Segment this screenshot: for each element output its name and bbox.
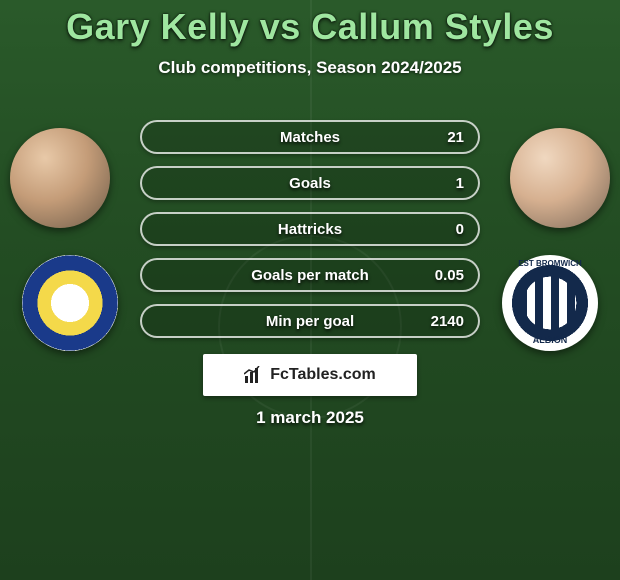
stat-label: Goals (142, 175, 478, 192)
club-badge-right: EST BROMWICH ALBION (502, 255, 598, 351)
stat-label: Min per goal (142, 313, 478, 330)
stat-value: 21 (447, 129, 464, 146)
stat-row-goals-per-match: Goals per match 0.05 (140, 258, 480, 292)
stat-row-min-per-goal: Min per goal 2140 (140, 304, 480, 338)
page-title: Gary Kelly vs Callum Styles (0, 0, 620, 48)
stat-label: Matches (142, 129, 478, 146)
branding-box: FcTables.com (203, 354, 417, 396)
stats-column: Matches 21 Goals 1 Hattricks 0 Goals per… (140, 120, 480, 350)
stat-row-matches: Matches 21 (140, 120, 480, 154)
date-label: 1 march 2025 (0, 408, 620, 428)
stat-label: Goals per match (142, 267, 478, 284)
bar-chart-icon (244, 366, 264, 384)
stat-row-hattricks: Hattricks 0 (140, 212, 480, 246)
stat-label: Hattricks (142, 221, 478, 238)
player-right-avatar (510, 128, 610, 228)
stat-value: 0.05 (435, 267, 464, 284)
stat-row-goals: Goals 1 (140, 166, 480, 200)
branding-text: FcTables.com (270, 366, 376, 384)
stat-value: 2140 (431, 313, 464, 330)
stat-value: 0 (456, 221, 464, 238)
player-left-avatar (10, 128, 110, 228)
page-subtitle: Club competitions, Season 2024/2025 (0, 58, 620, 78)
badge-right-text-top: EST BROMWICH (502, 259, 598, 268)
stat-value: 1 (456, 175, 464, 192)
badge-right-text-bottom: ALBION (502, 335, 598, 345)
club-badge-left (22, 255, 118, 351)
